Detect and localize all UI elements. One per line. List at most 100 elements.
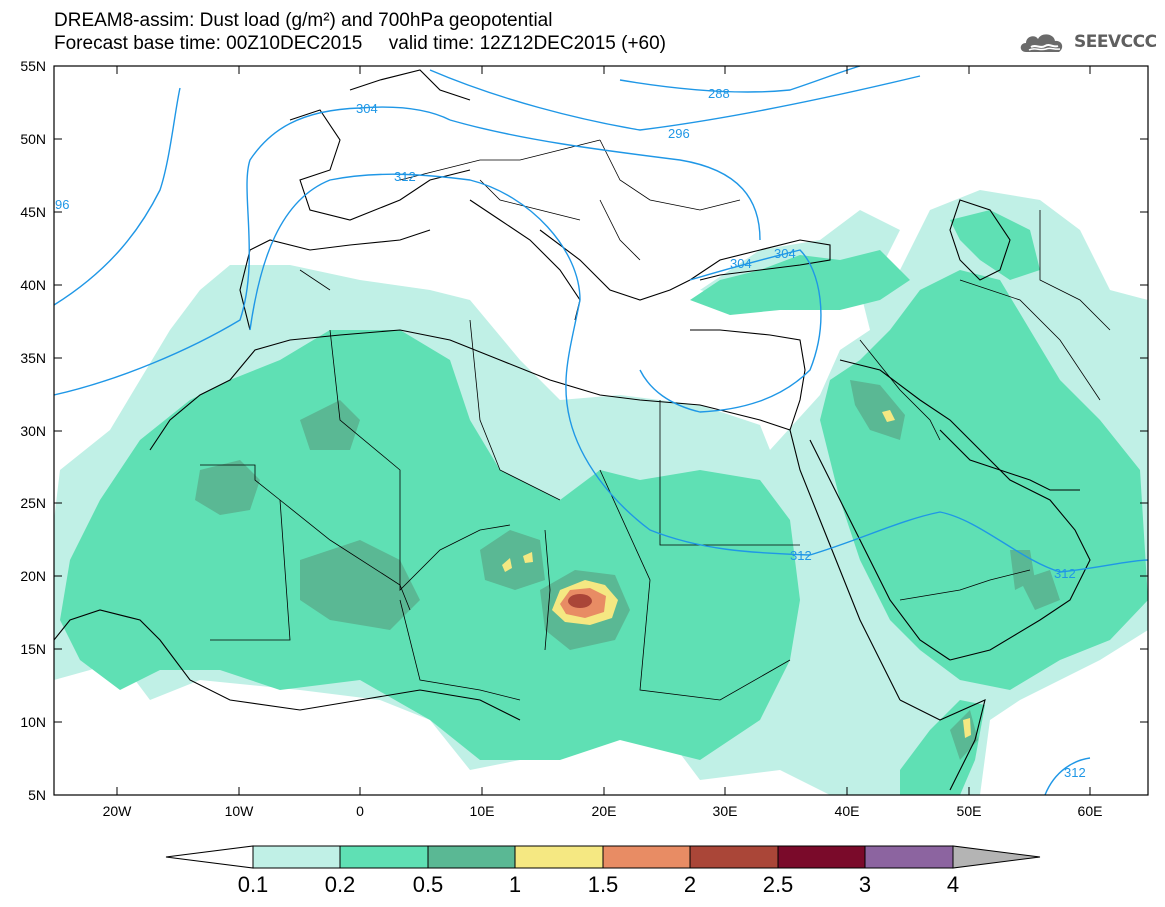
- border-2: [210, 499, 291, 641]
- lon-label: 30E: [713, 803, 738, 819]
- lat-label: 25N: [20, 495, 46, 511]
- coastline-north-sea: [349, 69, 471, 101]
- lat-label: 55N: [20, 58, 46, 74]
- lon-label: 20W: [103, 803, 133, 819]
- dust-spot-1: [502, 558, 512, 572]
- contour-312-se: [1044, 757, 1091, 795]
- lon-label: 10E: [470, 803, 495, 819]
- coastline-levant: [690, 329, 806, 431]
- lat-label: 50N: [20, 131, 46, 147]
- colorbar-segment: [689, 845, 779, 869]
- coastline-italy: [469, 199, 581, 321]
- border-3: [329, 329, 511, 591]
- coastline-africa-north: [149, 329, 791, 451]
- border-6: [659, 400, 800, 546]
- lat-label: 35N: [20, 350, 46, 366]
- lat-label: 30N: [20, 423, 46, 439]
- border-17: [299, 269, 331, 291]
- border-9: [859, 339, 941, 441]
- contour-label: 96: [55, 197, 69, 212]
- dust-spot-4: [963, 718, 971, 738]
- contour-label: 312: [1054, 566, 1076, 581]
- dust-region-dense-1: [195, 460, 260, 515]
- border-5: [544, 529, 551, 651]
- lon-label: 40E: [835, 803, 860, 819]
- border-14: [479, 179, 581, 221]
- colorbar-segment: [427, 845, 516, 869]
- contour-296-west: [54, 87, 181, 306]
- colorbar-tick-label: 0.5: [413, 872, 444, 897]
- contour-label: 304: [356, 101, 378, 116]
- dust-spot-3: [882, 410, 895, 422]
- colorbar-tick-label: 0.1: [238, 872, 269, 897]
- lat-label: 20N: [20, 568, 46, 584]
- colorbar-segment: [252, 845, 341, 869]
- colorbar-tick-label: 2.5: [763, 872, 794, 897]
- dust-region-dense-6: [850, 380, 905, 440]
- colorbar-tick-labels: 0.1 0.2 0.5 1 1.5 2 2.5 3 4: [238, 872, 959, 897]
- border-11: [959, 279, 1101, 401]
- longitude-labels: 20W 10W 0 10E 20E 30E 40E 50E 60E: [103, 803, 1103, 819]
- colorbar: [165, 845, 1041, 869]
- lat-label: 5N: [28, 787, 46, 803]
- contour-296: [429, 69, 921, 131]
- contour-312: [249, 173, 811, 556]
- coastline-africa-west: [54, 609, 521, 721]
- dust-region-dense-4: [480, 530, 545, 590]
- lat-label: 45N: [20, 204, 46, 220]
- contour-label: 288: [708, 86, 730, 101]
- colorbar-segment: [777, 845, 866, 869]
- colorbar-segment: [602, 845, 691, 869]
- colorbar-tick-label: 2: [684, 872, 696, 897]
- dust-region-dense-2: [300, 400, 360, 450]
- lon-label: 0: [356, 803, 364, 819]
- dust-region-medium-arabia: [820, 270, 1148, 690]
- contour-312-east: [809, 511, 1148, 573]
- logo-text: SEEVCCC: [1074, 32, 1157, 52]
- dust-spot-2: [523, 552, 533, 563]
- coastline-black-sea: [689, 239, 831, 281]
- border-7: [599, 469, 791, 701]
- coastline-arabia-east: [839, 359, 1091, 661]
- colorbar-tick-label: 0.2: [325, 872, 356, 897]
- lon-label: 10W: [225, 803, 255, 819]
- dust-field: [54, 190, 1148, 795]
- dust-region-medium-sahara: [60, 330, 800, 760]
- forecast-time-line: Forecast base time: 00Z10DEC2015 valid t…: [54, 33, 666, 54]
- lat-label: 40N: [20, 277, 46, 293]
- cloud-icon: [1020, 34, 1063, 52]
- contour-304-inner: [639, 249, 822, 413]
- contour-288: [619, 66, 861, 93]
- coastline-balkans: [539, 229, 691, 301]
- dust-region-dense-3: [300, 540, 420, 630]
- contour-304-west: [54, 106, 451, 396]
- colorbar-segment: [514, 845, 604, 869]
- colorbar-tick-label: 1.5: [588, 872, 619, 897]
- latitude-labels: 55N 50N 45N 40N 35N 30N 25N 20N 15N 10N …: [20, 58, 46, 803]
- border-15: [599, 139, 741, 211]
- coastline-horn: [899, 699, 986, 791]
- contour-304-east: [449, 119, 761, 241]
- dust-region-medium-caspian: [950, 210, 1040, 280]
- contour-label: 304: [774, 246, 796, 261]
- coastline-france-uk: [289, 109, 471, 221]
- lat-label: 15N: [20, 641, 46, 657]
- map-title: DREAM8-assim: Dust load (g/m²) and 700hP…: [54, 10, 553, 31]
- coastlines: [54, 69, 1091, 791]
- colorbar-segment: [339, 845, 429, 869]
- colorbar-tick-label: 3: [859, 872, 871, 897]
- contour-label: 296: [668, 126, 690, 141]
- contour-label: 312: [394, 169, 416, 184]
- border-12: [899, 569, 1031, 601]
- contour-label: 312: [1064, 765, 1086, 780]
- lon-label: 20E: [592, 803, 617, 819]
- coastline-iberia: [239, 229, 431, 331]
- contour-labels: 288 296 304 304 304 312 312 312 312 96: [55, 86, 1086, 780]
- dust-peak: [568, 594, 592, 608]
- lat-label: 10N: [20, 714, 46, 730]
- border-16: [599, 199, 641, 261]
- dust-region-dense-8: [1020, 570, 1060, 610]
- colorbar-left-arrow: [165, 845, 254, 869]
- colorbar-tick-label: 4: [947, 872, 959, 897]
